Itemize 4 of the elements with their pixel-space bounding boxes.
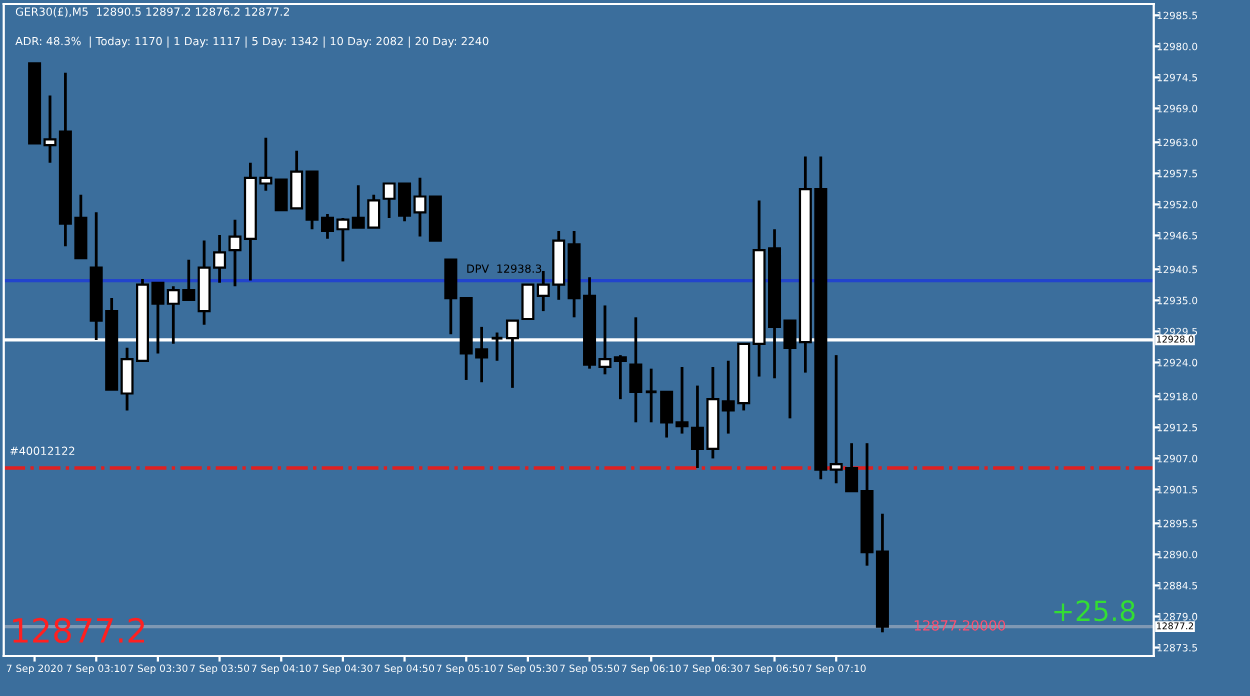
annotation: +25.8 [1054, 600, 1135, 622]
candlestick [490, 331, 504, 363]
candlestick [629, 315, 643, 424]
annotation: 12877.2 [13, 617, 144, 644]
